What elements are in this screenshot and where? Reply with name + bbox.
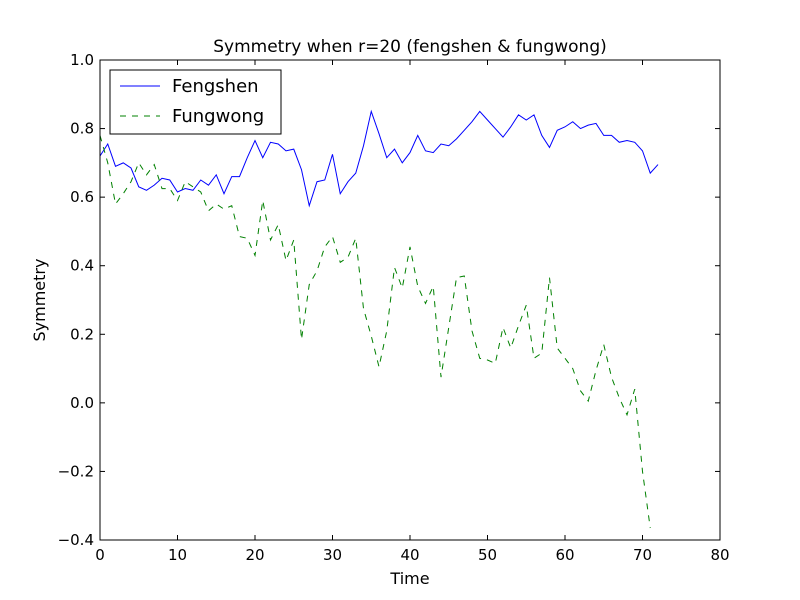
x-axis-label: Time	[389, 569, 429, 588]
x-tick-label: 50	[478, 546, 497, 564]
series-line-fungwong	[99, 135, 651, 529]
y-axis-label: Symmetry	[30, 259, 49, 342]
x-tick-label: 40	[400, 546, 419, 564]
legend-label-fungwong: Fungwong	[172, 106, 264, 127]
legend: Fengshen Fungwong	[109, 69, 282, 135]
y-tick-label: 0.2	[70, 325, 94, 343]
y-tick-label: −0.4	[58, 531, 94, 549]
y-tick-label: 0.6	[70, 188, 94, 206]
x-tick-label: 30	[323, 546, 342, 564]
x-tick-label: 0	[95, 546, 105, 564]
legend-box	[109, 69, 282, 135]
x-tick-label: 70	[633, 546, 652, 564]
x-tick-label: 60	[555, 546, 574, 564]
legend-label-fengshen: Fengshen	[172, 76, 259, 97]
chart-title: Symmetry when r=20 (fengshen & fungwong)	[213, 37, 607, 57]
axes: 0 10 20 30 40 50 60 70 80 −0.4 −0.2 0.0 0.2 0.4 0.6 0.8…	[58, 51, 730, 564]
x-tick-label: 80	[710, 546, 729, 564]
x-tick-label: 20	[245, 546, 264, 564]
series-line-fengshen	[99, 109, 659, 208]
y-tick-label: −0.2	[58, 462, 94, 480]
y-tick-label: 1.0	[70, 51, 94, 69]
y-tick-label: 0.4	[70, 257, 94, 275]
x-tick-label: 10	[168, 546, 187, 564]
plot-area	[99, 109, 659, 529]
y-tick-label: 0.0	[70, 394, 94, 412]
y-tick-label: 0.8	[70, 120, 94, 138]
